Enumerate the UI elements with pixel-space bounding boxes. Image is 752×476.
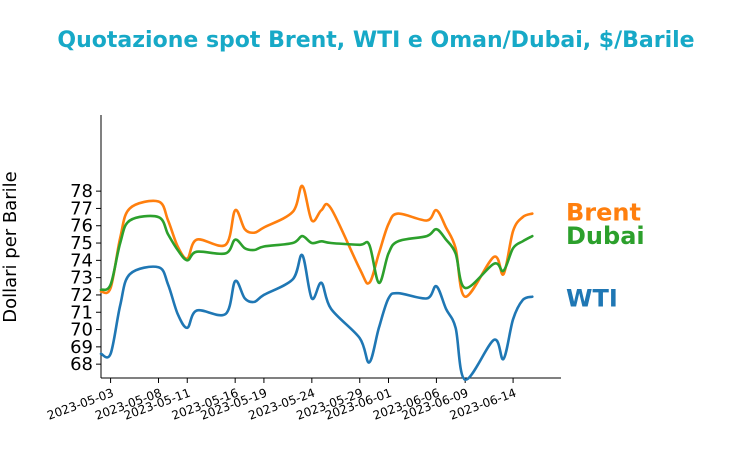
- y-tick-label: 73: [70, 268, 93, 289]
- series-label-wti: WTI: [566, 285, 618, 313]
- series-label-dubai: Dubai: [566, 222, 645, 250]
- axes: 68697071727374757677782023-05-032023-05-…: [45, 115, 561, 423]
- y-tick-label: 70: [70, 320, 93, 341]
- y-tick-label: 68: [70, 354, 93, 375]
- series-line-wti: [99, 253, 534, 381]
- chart-title: Quotazione spot Brent, WTI e Oman/Dubai,…: [57, 28, 694, 53]
- series-line-dubai: [99, 214, 534, 292]
- y-tick-label: 78: [70, 181, 93, 202]
- y-tick-label: 75: [70, 233, 93, 254]
- y-tick-label: 77: [70, 198, 93, 219]
- y-tick-label: 72: [70, 285, 93, 306]
- series-lines: [99, 184, 534, 381]
- y-tick-label: 76: [70, 216, 93, 237]
- series-label-brent: Brent: [566, 199, 641, 227]
- y-tick-label: 74: [70, 250, 93, 271]
- y-tick-label: 71: [70, 302, 93, 323]
- y-tick-label: 69: [70, 337, 93, 358]
- y-axis-label: Dollari per Barile: [0, 171, 21, 323]
